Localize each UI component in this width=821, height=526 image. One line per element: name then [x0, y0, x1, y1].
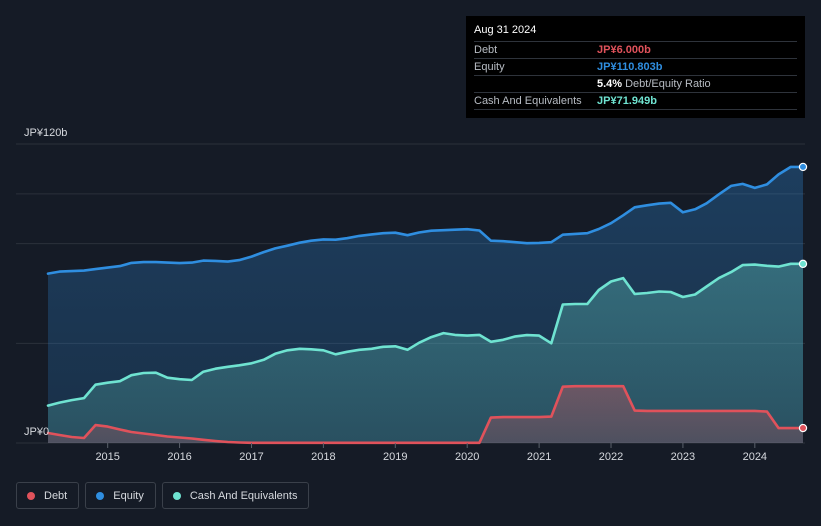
legend-debt-label: Debt: [44, 489, 68, 502]
tooltip-ratio-value: 5.4%: [597, 78, 623, 90]
legend-item-cash[interactable]: Cash And Equivalents: [161, 482, 310, 509]
equity-line: [46, 165, 805, 275]
tooltip-row-debt: Debt JP¥6.000b: [474, 42, 797, 59]
x-tick-label: 2020: [455, 451, 479, 463]
y-tick-label: JP¥0: [24, 426, 49, 438]
x-tick-label: 2023: [671, 451, 695, 463]
x-tick-label: 2021: [527, 451, 551, 463]
tooltip-equity-label: Equity: [474, 61, 505, 73]
series-lines: [46, 162, 808, 445]
tooltip-ratio-label: Debt/Equity Ratio: [625, 78, 711, 90]
x-tick-label: 2024: [743, 451, 767, 463]
tooltip-cash-label: Cash And Equivalents: [474, 95, 582, 107]
x-tick-label: 2017: [239, 451, 263, 463]
tooltip-cash-value: JP¥71.949b: [597, 95, 657, 107]
debt-endpoint: [798, 423, 808, 433]
tooltip-panel: Aug 31 2024 Debt JP¥6.000b Equity JP¥110…: [466, 16, 805, 118]
debt-line: [46, 384, 805, 445]
legend: Debt Equity Cash And Equivalents: [16, 482, 310, 509]
tooltip-debt-label: Debt: [474, 44, 498, 56]
equity-dot-icon: [96, 491, 105, 500]
tooltip-date: Aug 31 2024: [474, 24, 797, 42]
x-tick-label: 2022: [599, 451, 623, 463]
x-tick-label: 2015: [95, 451, 119, 463]
tooltip-equity-value: JP¥110.803b: [597, 61, 663, 73]
y-tick-label: JP¥120b: [24, 127, 67, 139]
equity-endpoint: [798, 162, 808, 172]
axes: 2015 2016 2017 2018 2019 2020 2021 2022 2023 2024…: [24, 127, 767, 463]
x-tick-label: 2018: [311, 451, 335, 463]
legend-cash-label: Cash And Equivalents: [189, 489, 298, 502]
legend-equity-label: Equity: [113, 489, 144, 502]
tooltip-row-cash: Cash And Equivalents JP¥71.949b: [474, 93, 797, 110]
debt-area: [48, 386, 803, 443]
cash-line: [46, 262, 805, 407]
x-tick-label: 2016: [167, 451, 191, 463]
tooltip-row-ratio: 5.4% Debt/Equity Ratio: [474, 76, 797, 93]
legend-item-equity[interactable]: Equity: [85, 482, 156, 509]
tooltip-debt-value: JP¥6.000b: [597, 44, 651, 56]
cash-dot-icon: [172, 491, 181, 500]
cash-endpoint: [798, 259, 808, 269]
debt-dot-icon: [27, 491, 35, 500]
series-areas: [48, 166, 803, 443]
tooltip-row-equity: Equity JP¥110.803b: [474, 59, 797, 76]
legend-item-debt[interactable]: Debt: [16, 482, 80, 509]
x-tick-label: 2019: [383, 451, 407, 463]
